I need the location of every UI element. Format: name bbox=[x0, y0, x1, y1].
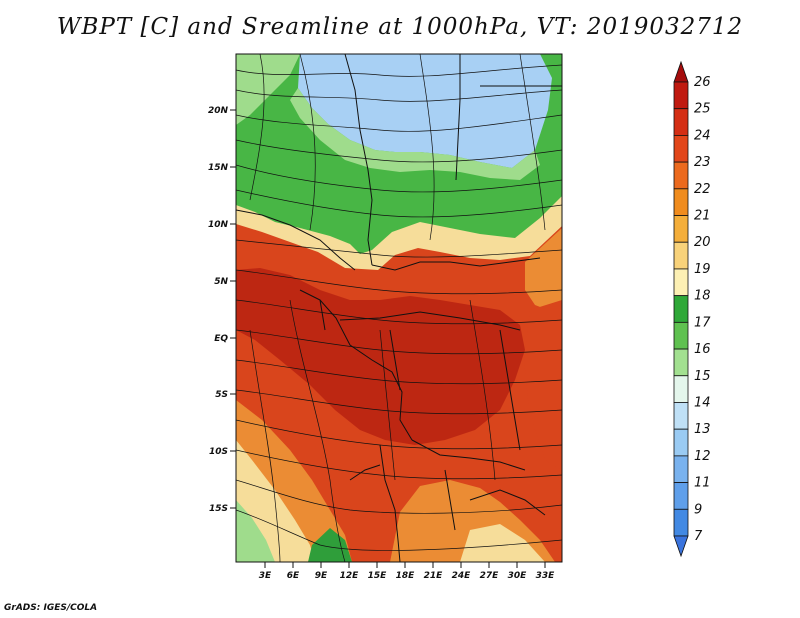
lon-label: 27E bbox=[480, 571, 500, 581]
lon-label: 33E bbox=[536, 571, 556, 581]
colorbar-swatch bbox=[673, 482, 689, 510]
colorbar-label: 22 bbox=[694, 182, 711, 197]
lon-label: 12E bbox=[340, 571, 360, 581]
lat-label: EQ bbox=[214, 334, 228, 344]
country-borders bbox=[236, 54, 562, 562]
streamline bbox=[236, 329, 562, 355]
streamline bbox=[236, 479, 562, 514]
wbpt-field-green-southwest bbox=[236, 500, 275, 562]
colorbar-swatch bbox=[673, 215, 689, 243]
wbpt-field-dark-red bbox=[236, 268, 525, 445]
colorbar-swatch bbox=[673, 161, 689, 190]
colorbar-cap-bottom bbox=[673, 535, 689, 558]
colorbar: 26 25 24 23 22 21 20 19 18 17 16 15 14 13 12 11 9 7 bbox=[673, 60, 711, 558]
lon-label: 9E bbox=[315, 571, 328, 581]
colorbar-label: 15 bbox=[694, 369, 711, 384]
colorbar-label: 18 bbox=[694, 289, 711, 304]
lon-label: 30E bbox=[508, 571, 528, 581]
colorbar-label: 23 bbox=[694, 155, 711, 170]
wbpt-field-orange-east bbox=[525, 228, 562, 310]
lat-label: 5N bbox=[214, 277, 228, 287]
colorbar-label: 9 bbox=[694, 502, 702, 517]
lat-label: 5S bbox=[215, 390, 228, 400]
streamline bbox=[419, 54, 435, 241]
colorbar-swatch bbox=[673, 428, 689, 457]
streamline bbox=[236, 239, 562, 258]
streamline bbox=[236, 509, 562, 551]
lon-label: 15E bbox=[368, 571, 388, 581]
colorbar-swatch bbox=[673, 402, 689, 430]
chart-title: WBPT [C] and Sreamline at 1000hPa, VT: 2… bbox=[56, 14, 744, 40]
streamline bbox=[469, 299, 496, 481]
streamline bbox=[236, 164, 562, 193]
streamline bbox=[236, 89, 562, 102]
colorbar-label: 21 bbox=[694, 209, 711, 224]
lat-label: 15N bbox=[208, 163, 229, 173]
colorbar-label: 14 bbox=[694, 395, 711, 410]
lat-label: 10S bbox=[209, 447, 228, 457]
lat-label: 15S bbox=[209, 504, 228, 514]
streamline bbox=[379, 329, 396, 481]
colorbar-swatch bbox=[673, 268, 689, 297]
streamline bbox=[236, 449, 562, 480]
wbpt-field-sea-green bbox=[308, 528, 352, 562]
streamline bbox=[289, 299, 346, 562]
grads-credit: GrADS: IGES/COLA bbox=[4, 603, 98, 613]
colorbar-label: 7 bbox=[694, 529, 703, 544]
streamline bbox=[236, 359, 562, 385]
colorbar-label: 17 bbox=[694, 315, 711, 330]
colorbar-label: 12 bbox=[694, 449, 711, 464]
colorbar-label: 11 bbox=[694, 476, 711, 491]
colorbar-swatch bbox=[673, 375, 689, 403]
streamline bbox=[236, 419, 562, 450]
colorbar-label: 13 bbox=[694, 422, 711, 437]
streamline bbox=[236, 114, 562, 132]
colorbar-swatch bbox=[673, 135, 689, 163]
map-frame bbox=[235, 53, 563, 563]
lon-label: 3E bbox=[259, 571, 272, 581]
colorbar-label: 25 bbox=[694, 102, 711, 117]
streamline bbox=[249, 54, 265, 201]
streamline bbox=[236, 299, 562, 325]
streamline bbox=[236, 189, 562, 218]
colorbar-swatch bbox=[673, 108, 689, 136]
colorbar-swatch bbox=[673, 455, 689, 483]
colorbar-label: 20 bbox=[694, 235, 711, 250]
colorbar-swatch bbox=[673, 188, 689, 216]
colorbar-label: 24 bbox=[694, 128, 711, 143]
lat-label: 10N bbox=[208, 220, 229, 230]
streamline bbox=[236, 139, 562, 163]
colorbar-swatch bbox=[673, 241, 689, 270]
lon-label: 24E bbox=[452, 571, 472, 581]
colorbar-swatch bbox=[673, 81, 689, 110]
colorbar-swatch bbox=[673, 295, 689, 323]
wbpt-field-light-green-north bbox=[236, 54, 300, 125]
wbpt-field-red-east-coast bbox=[524, 300, 562, 470]
lat-ticks: 20N 15N 10N 5N EQ 5S 10S 15S bbox=[208, 106, 236, 514]
streamlines bbox=[236, 54, 562, 562]
colorbar-cap-top bbox=[673, 60, 689, 83]
colorbar-swatch bbox=[673, 348, 689, 377]
wbpt-field-pale-yellow bbox=[236, 196, 562, 270]
streamline bbox=[236, 269, 562, 295]
lon-label: 21E bbox=[424, 571, 444, 581]
map-area bbox=[236, 54, 562, 562]
colorbar-label: 19 bbox=[694, 262, 711, 277]
streamline bbox=[519, 54, 546, 231]
lon-label: 6E bbox=[287, 571, 300, 581]
streamline bbox=[249, 329, 281, 562]
lon-label: 18E bbox=[396, 571, 416, 581]
streamline bbox=[299, 54, 316, 231]
lat-label: 20N bbox=[208, 106, 229, 116]
colorbar-swatch bbox=[673, 321, 689, 350]
streamline bbox=[236, 64, 562, 77]
wbpt-field-pale-yellow-south bbox=[460, 524, 545, 562]
colorbar-label: 26 bbox=[694, 75, 711, 90]
lon-ticks: 3E 6E 9E 12E 15E 18E 21E 24E 27E 30E 33E bbox=[259, 562, 555, 581]
streamline bbox=[236, 389, 562, 415]
colorbar-label: 16 bbox=[694, 342, 711, 357]
colorbar-swatch bbox=[673, 508, 689, 537]
